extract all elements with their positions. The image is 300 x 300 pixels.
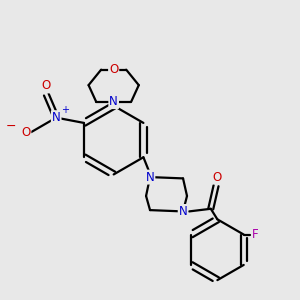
- Text: O: O: [42, 80, 51, 92]
- Text: N: N: [179, 205, 188, 218]
- Text: N: N: [109, 95, 118, 108]
- Text: O: O: [109, 63, 118, 76]
- Text: +: +: [61, 105, 69, 115]
- Text: N: N: [146, 171, 154, 184]
- Text: N: N: [52, 111, 61, 124]
- Text: O: O: [21, 126, 30, 139]
- Text: −: −: [6, 120, 16, 134]
- Text: F: F: [252, 228, 259, 241]
- Text: O: O: [213, 171, 222, 184]
